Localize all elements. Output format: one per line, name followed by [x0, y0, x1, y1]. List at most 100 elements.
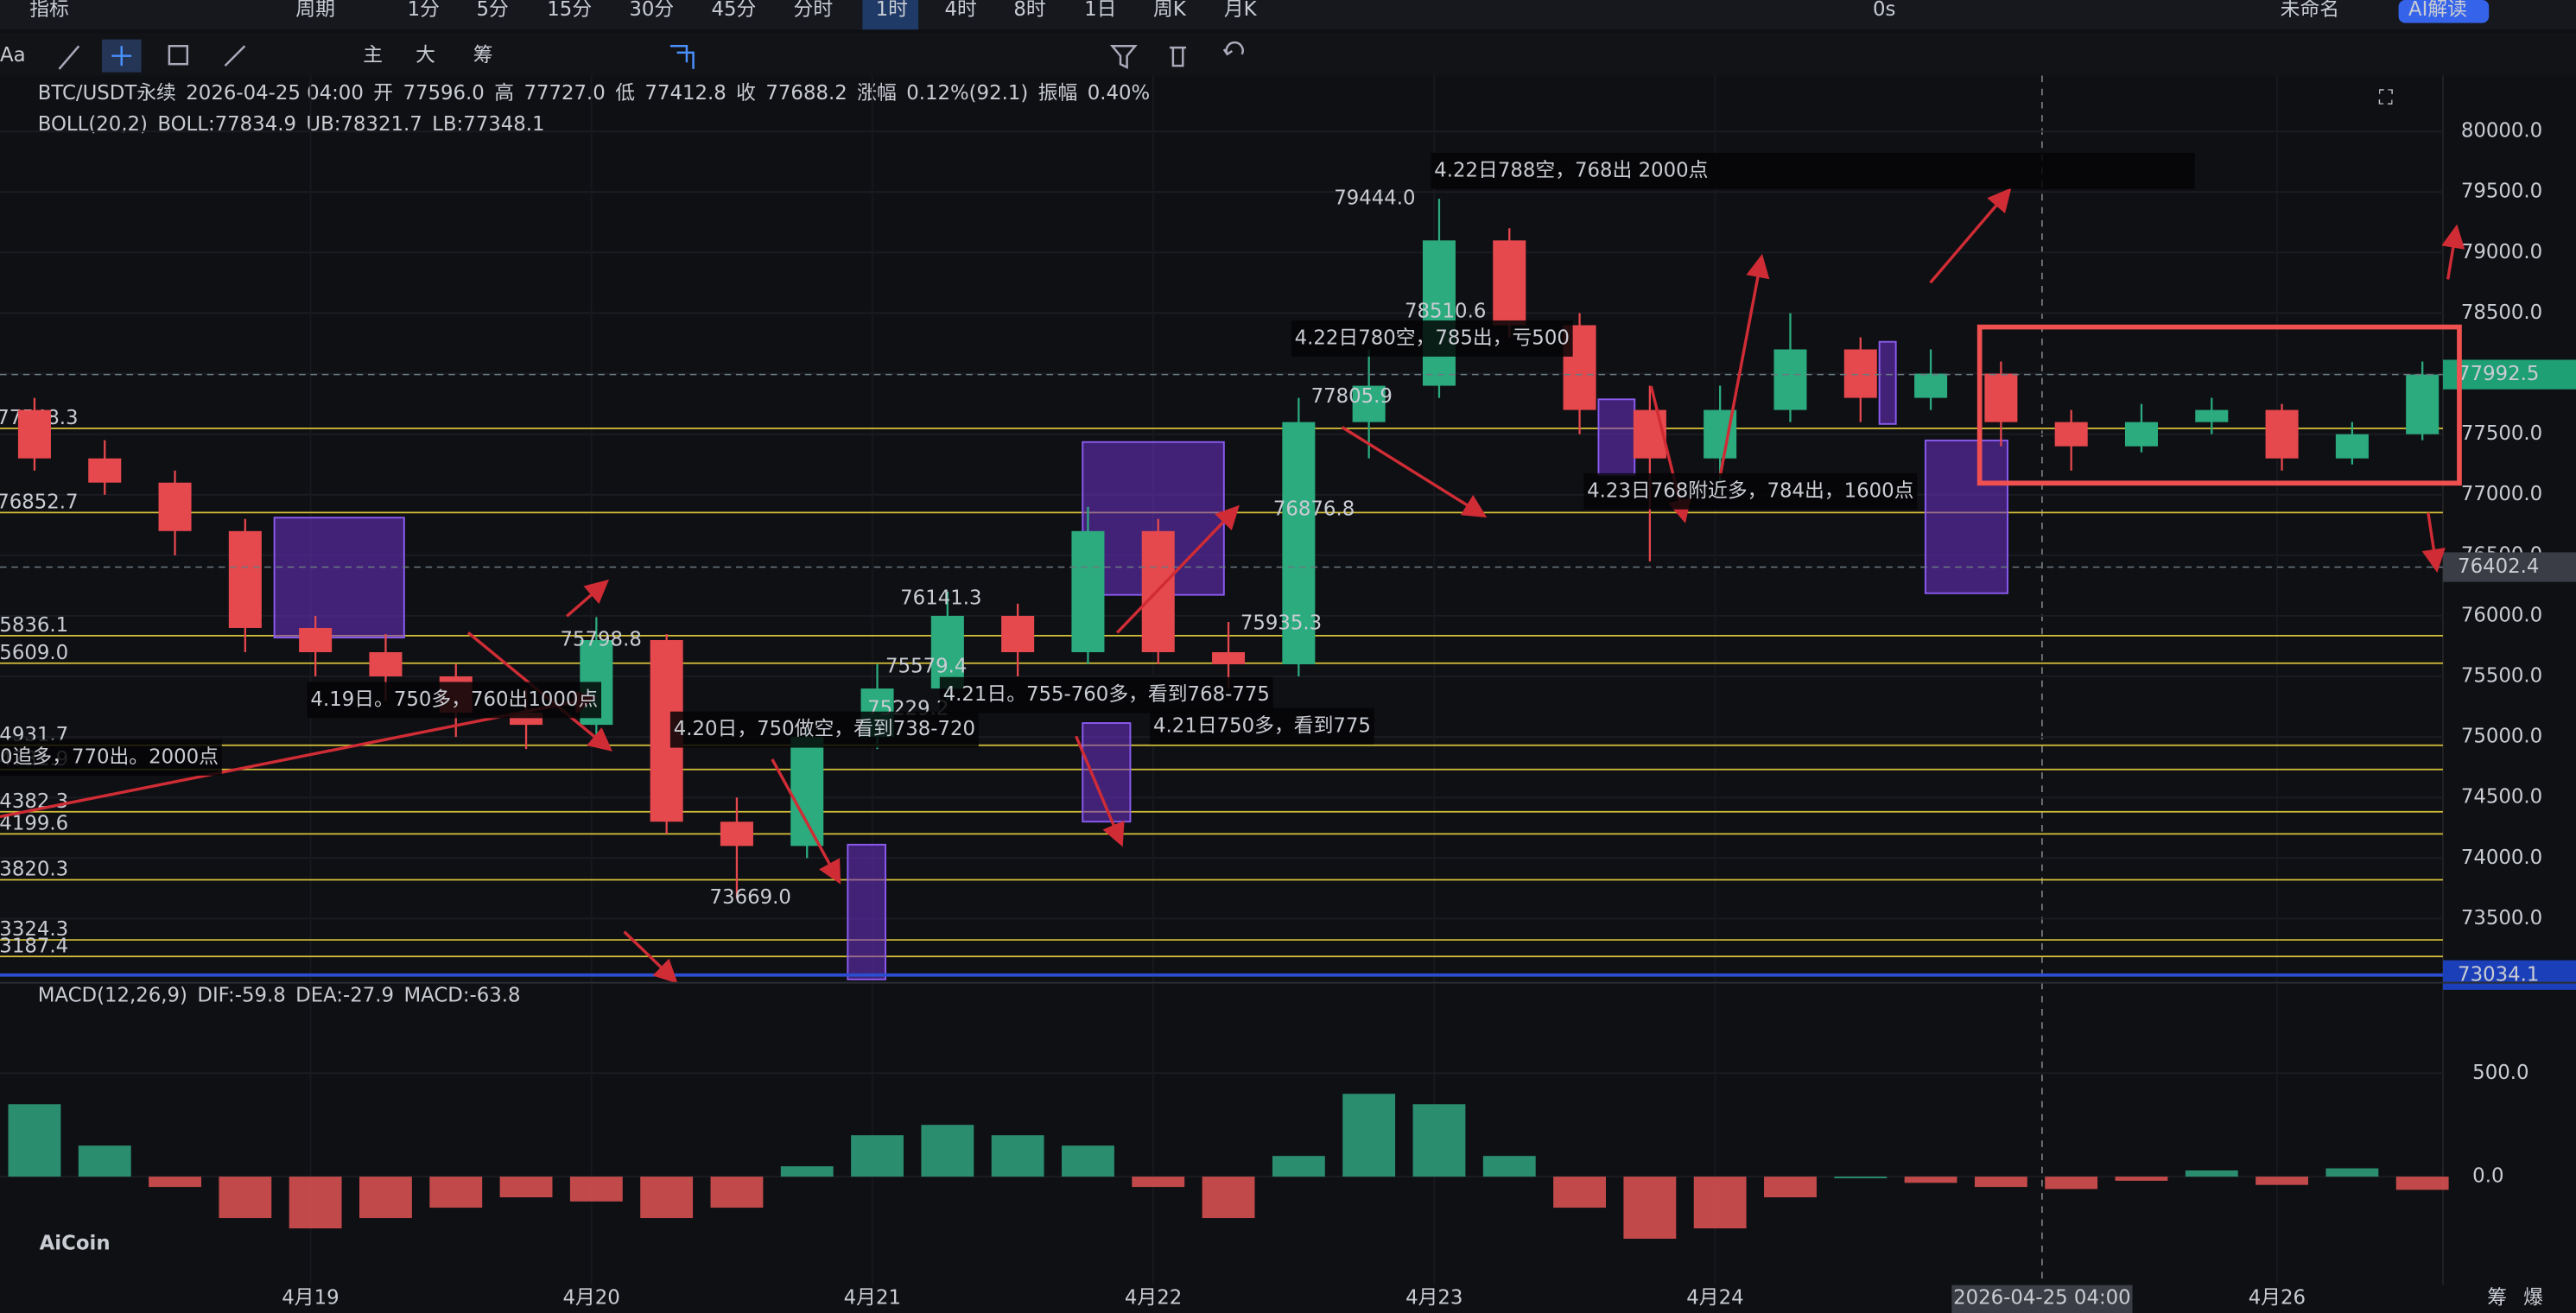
interval-button[interactable]: 周K: [1153, 0, 1187, 21]
macd-bar: [2395, 1177, 2449, 1190]
macd-bar: [1062, 1145, 1114, 1177]
annotation-bg: [307, 682, 602, 719]
indicator-menu[interactable]: 指标: [29, 0, 69, 21]
arrow: [1929, 187, 2012, 284]
price-mark: 77805.9: [1311, 385, 1393, 408]
interval-button[interactable]: 30分: [629, 0, 674, 21]
interval-button[interactable]: 1日: [1084, 0, 1116, 21]
draw-toolbar: [0, 33, 2576, 76]
footer-button[interactable]: 爆: [2523, 1286, 2543, 1309]
candle-body: [1422, 240, 1456, 386]
copy-icon[interactable]: [669, 45, 695, 69]
info-text: UB:78321.7: [306, 113, 422, 136]
interval-button[interactable]: 分时: [794, 0, 834, 21]
info-text: 收: [736, 82, 756, 105]
interval-button[interactable]: 8时: [1013, 0, 1045, 21]
date-label: 4月20: [562, 1286, 619, 1309]
annotation-bg: [1150, 707, 1374, 745]
trash-icon[interactable]: [1170, 46, 1187, 67]
candle-body: [1282, 422, 1316, 665]
y-tick-label: 77500.0: [2461, 422, 2542, 445]
macd-bar: [640, 1177, 694, 1219]
candle-body: [930, 615, 964, 689]
macd-bar: [8, 1104, 61, 1177]
level-label: 73324.3: [0, 918, 68, 941]
rect-icon[interactable]: [168, 45, 189, 66]
period-menu[interactable]: 周期: [295, 0, 335, 21]
text-tool[interactable]: Aa: [0, 44, 26, 67]
date-label: 4月23: [1405, 1286, 1462, 1309]
interval-button[interactable]: 1时: [876, 0, 908, 21]
macd-bar: [289, 1177, 342, 1229]
crosshair-label-bg: [1951, 1284, 2133, 1313]
price-mark: 75935.3: [1240, 612, 1322, 635]
filter-icon[interactable]: [1109, 45, 1138, 69]
interval-button[interactable]: 5分: [477, 0, 509, 21]
arrow: [1115, 504, 1240, 634]
macd-bar: [2185, 1170, 2238, 1177]
active-interval-bg: [862, 0, 919, 30]
interval-button[interactable]: 15分: [547, 0, 592, 21]
candle-body: [369, 651, 403, 677]
layout-name[interactable]: 未命名: [2281, 0, 2339, 21]
info-text: 0.12%(92.1): [906, 82, 1028, 105]
interval-button[interactable]: 4时: [945, 0, 977, 21]
info-text: LB:77348.1: [432, 113, 544, 136]
macd-bar: [1693, 1177, 1747, 1229]
annotation-bg: [1291, 320, 1573, 357]
price-mark: 76876.8: [1273, 498, 1355, 521]
macd-bar: [1412, 1104, 1466, 1177]
footer-button[interactable]: 筹: [2487, 1286, 2507, 1309]
arrow: [2441, 224, 2465, 280]
undo-icon[interactable]: [1222, 41, 1244, 56]
indicator-button[interactable]: 筹: [473, 44, 493, 67]
candle-body: [1001, 615, 1035, 652]
candle-body: [1212, 651, 1246, 665]
y-tick-label: 74000.0: [2461, 847, 2542, 869]
annotation: 0追多，770出。2000点: [0, 745, 219, 768]
date-label: 4月26: [2249, 1286, 2306, 1309]
price-marker-bg: [2442, 359, 2576, 390]
ai-button[interactable]: AI解读: [2408, 0, 2467, 21]
price-mark: 78510.6: [1405, 300, 1486, 322]
macd-bar: [499, 1177, 553, 1198]
line-icon[interactable]: [224, 45, 246, 67]
macd-bar: [991, 1135, 1044, 1177]
candle-body: [88, 458, 122, 483]
annotation: 4.23日768附近多，784出，1600点: [1587, 479, 1913, 502]
annotation: 4.22日788空，768出 2000点: [1434, 159, 1708, 181]
fullscreen-icon[interactable]: ⛶: [2379, 87, 2394, 110]
ai-button-bg: [2398, 0, 2490, 23]
macd-bar: [1202, 1177, 1255, 1219]
y-tick-label: 77000.0: [2461, 483, 2542, 505]
interval-button[interactable]: 月K: [1224, 0, 1258, 21]
interval-button[interactable]: 1分: [408, 0, 440, 21]
macd-bar: [851, 1135, 904, 1177]
indicator-button[interactable]: 主: [363, 44, 383, 67]
indicator-button[interactable]: 大: [416, 44, 435, 67]
info-text: 高: [494, 82, 514, 105]
candle-body: [1633, 409, 1666, 459]
macd-bar: [2045, 1177, 2098, 1189]
candle-body: [299, 627, 333, 652]
y-tick-label: 74500.0: [2461, 786, 2542, 809]
info-text: 77727.0: [523, 82, 605, 105]
candle-body: [2195, 409, 2229, 422]
level-label: 76852.7: [0, 491, 79, 513]
candle-body: [720, 821, 753, 847]
arrow: [2421, 512, 2446, 574]
info-text: DEA:-27.9: [295, 984, 394, 1006]
macd-bar: [219, 1177, 272, 1219]
arrow: [565, 579, 610, 618]
zone-box: [1597, 398, 1636, 476]
interval-button[interactable]: 45分: [711, 0, 756, 21]
annotation: 4.19日。750多，760出1000点: [310, 688, 598, 711]
arrow: [1718, 253, 1770, 478]
price-mark: 73669.0: [710, 886, 791, 909]
candle-body: [17, 409, 51, 459]
focus-box: [1976, 324, 2462, 486]
info-text: MACD:-63.8: [403, 984, 520, 1006]
date-label: 4月19: [282, 1286, 339, 1309]
candle-body: [2124, 422, 2158, 447]
